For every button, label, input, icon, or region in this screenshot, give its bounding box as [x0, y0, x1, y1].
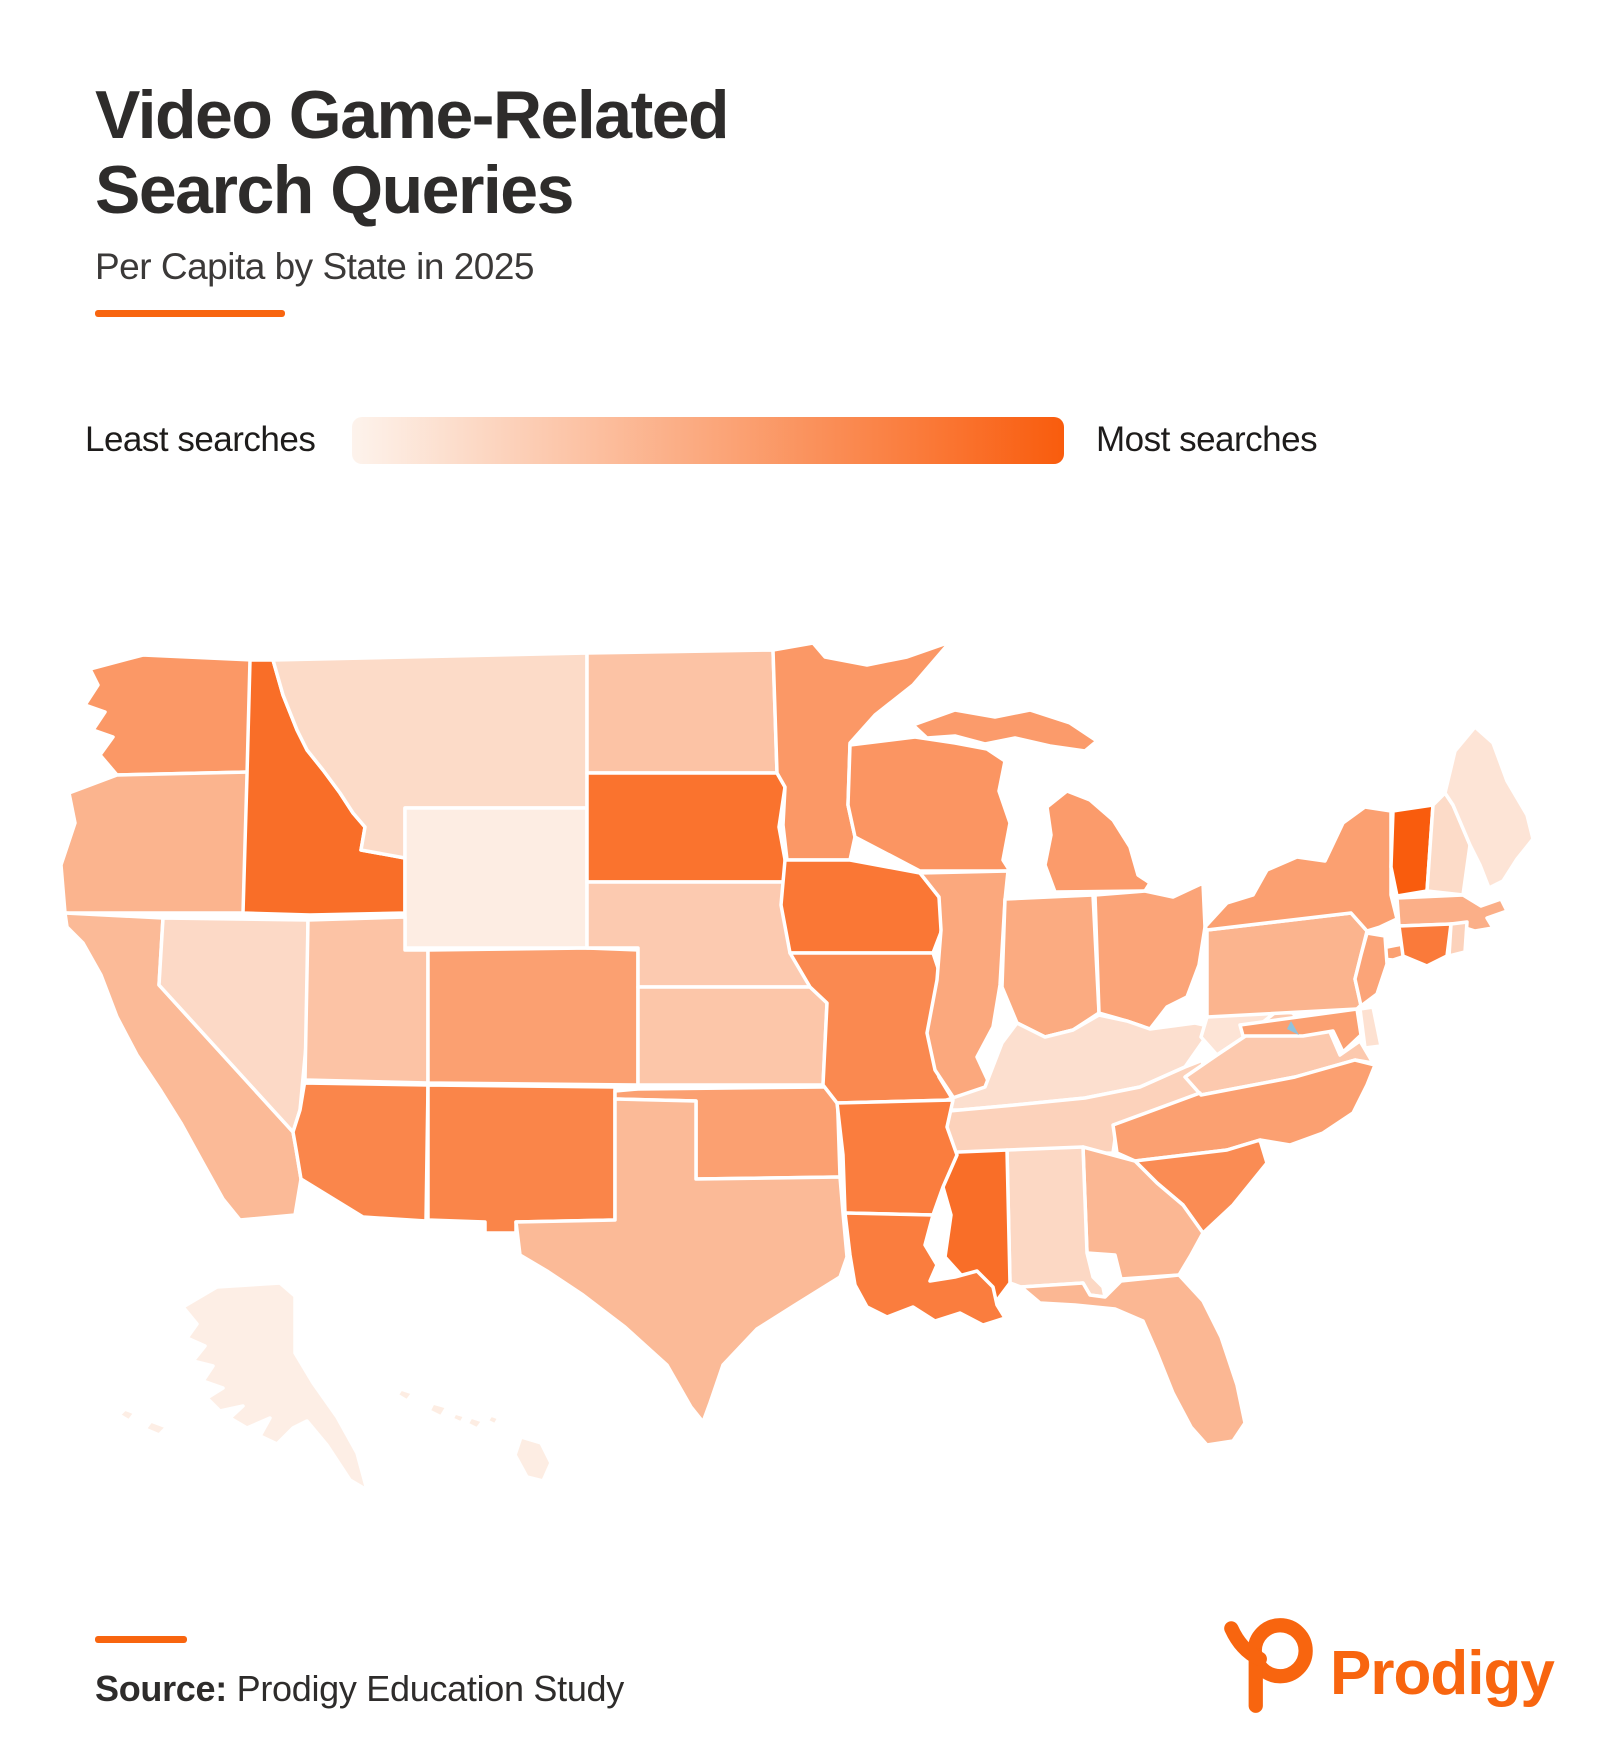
state-ohio	[1093, 881, 1207, 1031]
prodigy-wordmark: Prodigy	[1330, 1638, 1555, 1708]
state-rhode-island	[1447, 920, 1469, 958]
prodigy-p-icon	[1224, 1618, 1313, 1713]
page-title-line2: Search Queries	[95, 151, 574, 228]
state-michigan	[1043, 789, 1152, 894]
state-alaska	[181, 1281, 369, 1492]
state-oregon	[59, 770, 252, 915]
state-hawaii-island-5	[485, 1413, 501, 1427]
state-wisconsin	[846, 735, 1012, 873]
state-georgia	[1081, 1145, 1205, 1281]
state-florida	[1019, 1273, 1247, 1447]
prodigy-logo: Prodigy	[1218, 1608, 1555, 1720]
state-hawaii-island-4	[465, 1415, 485, 1431]
us-choropleth-map	[59, 640, 1535, 1492]
source-label: Source:	[95, 1668, 227, 1709]
state-hawaii-island-3	[450, 1411, 467, 1425]
state-new-york	[1203, 805, 1399, 933]
state-vermont	[1389, 803, 1435, 898]
page-title-line1: Video Game-Related	[95, 77, 730, 153]
state-arkansas	[835, 1098, 959, 1217]
state-arizona	[291, 1078, 430, 1223]
state-connecticut	[1397, 922, 1453, 968]
legend-gradient-bar	[352, 417, 1064, 464]
state-washington	[83, 653, 255, 777]
state-alaska-aleutian-island-2	[117, 1407, 137, 1423]
state-hawaii-island-2	[427, 1401, 449, 1419]
state-hawaii-big-island	[513, 1435, 553, 1483]
state-alaska-aleutian-island-1	[143, 1419, 169, 1437]
state-michigan-upper-peninsula	[911, 708, 1099, 753]
source-text: Prodigy Education Study	[236, 1668, 625, 1709]
footer-accent-dash	[95, 1636, 187, 1643]
legend-most-label: Most searches	[1096, 420, 1318, 459]
state-new-mexico	[426, 1083, 617, 1235]
state-hawaii-island-1	[395, 1387, 415, 1403]
page-subtitle: Per Capita by State in 2025	[95, 246, 535, 287]
page-title: Video Game-Related Search Queries	[95, 77, 730, 228]
state-wyoming	[403, 806, 589, 950]
state-colorado	[426, 946, 640, 1087]
state-maine	[1443, 725, 1535, 890]
state-south-dakota	[585, 771, 788, 884]
legend-least-label: Least searches	[85, 420, 316, 459]
state-louisiana	[843, 1211, 1007, 1327]
title-accent-underline	[95, 310, 285, 317]
source-line: Source: Prodigy Education Study	[95, 1668, 624, 1710]
state-texas	[514, 1097, 849, 1424]
state-maryland	[1238, 1007, 1363, 1054]
state-minnesota	[771, 640, 952, 862]
state-north-dakota	[585, 648, 779, 775]
state-delaware	[1358, 1005, 1383, 1050]
state-new-jersey	[1353, 931, 1389, 1008]
chesapeake-water-speck	[1287, 1021, 1299, 1035]
state-kansas	[636, 985, 829, 1087]
state-indiana	[1000, 893, 1101, 1039]
